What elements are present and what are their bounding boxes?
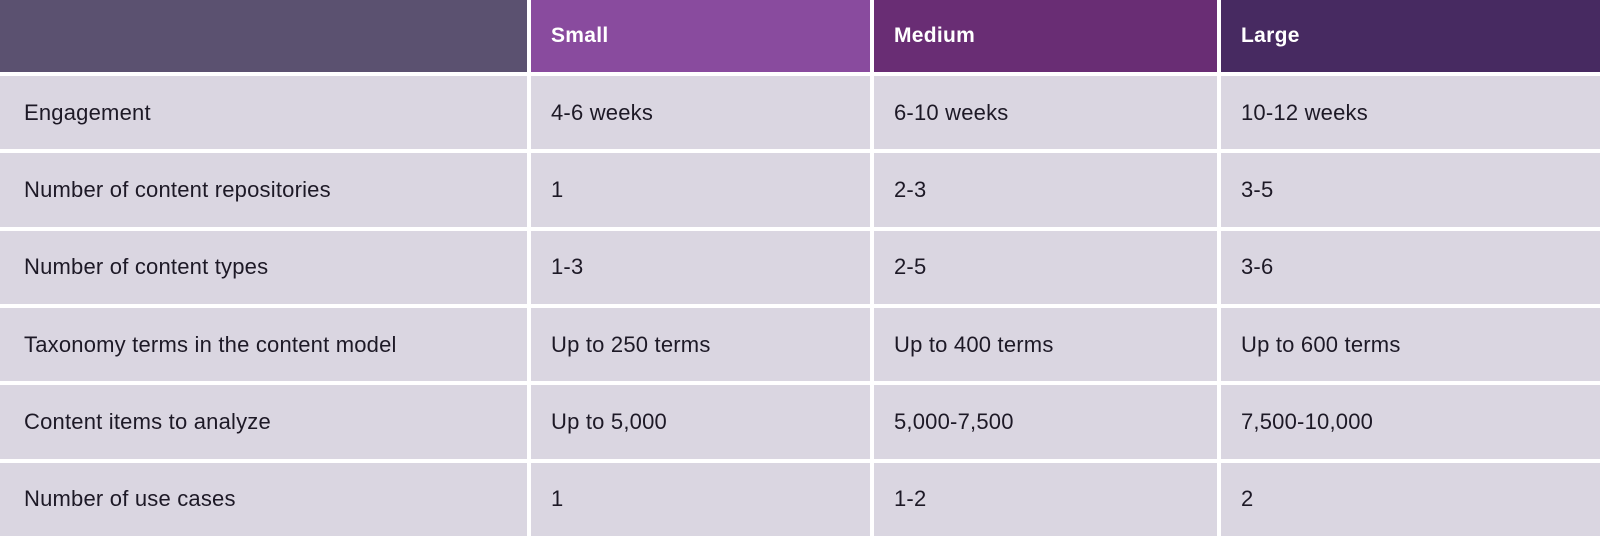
cell-taxonomy-small: Up to 250 terms (531, 308, 870, 382)
header-cell-medium: Medium (874, 0, 1217, 72)
cell-taxonomy-large: Up to 600 terms (1221, 308, 1600, 382)
header-cell-small: Small (531, 0, 870, 72)
cell-content-items-large: 7,500-10,000 (1221, 385, 1600, 459)
cell-use-cases-small: 1 (531, 462, 870, 536)
cell-content-items-small: Up to 5,000 (531, 385, 870, 459)
cell-content-types-small: 1-3 (531, 230, 870, 304)
cell-repositories-small: 1 (531, 153, 870, 227)
row-label-use-cases: Number of use cases (0, 462, 527, 536)
row-label-taxonomy-terms: Taxonomy terms in the content model (0, 308, 527, 382)
cell-content-items-medium: 5,000-7,500 (874, 385, 1217, 459)
row-label-content-types: Number of content types (0, 230, 527, 304)
cell-use-cases-large: 2 (1221, 462, 1600, 536)
cell-taxonomy-medium: Up to 400 terms (874, 308, 1217, 382)
cell-repositories-medium: 2-3 (874, 153, 1217, 227)
cell-engagement-large: 10-12 weeks (1221, 76, 1600, 150)
cell-content-types-large: 3-6 (1221, 230, 1600, 304)
row-label-engagement: Engagement (0, 76, 527, 150)
header-cell-large: Large (1221, 0, 1600, 72)
cell-content-types-medium: 2-5 (874, 230, 1217, 304)
cell-use-cases-medium: 1-2 (874, 462, 1217, 536)
cell-engagement-small: 4-6 weeks (531, 76, 870, 150)
row-label-content-items: Content items to analyze (0, 385, 527, 459)
cell-repositories-large: 3-5 (1221, 153, 1600, 227)
header-cell-blank (0, 0, 527, 72)
row-label-content-repositories: Number of content repositories (0, 153, 527, 227)
cell-engagement-medium: 6-10 weeks (874, 76, 1217, 150)
